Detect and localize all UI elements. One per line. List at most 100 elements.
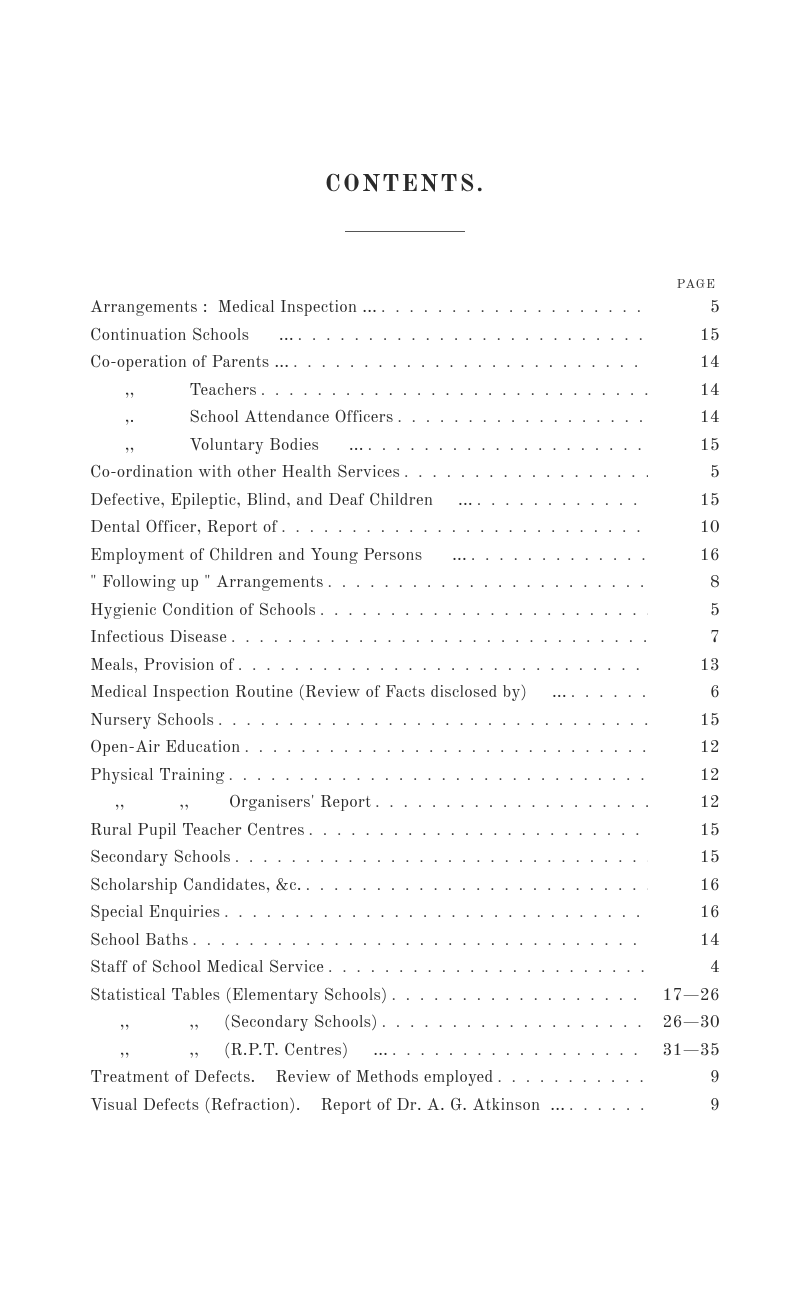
toc-entry-label: Rural Pupil Teacher Centres (90, 823, 305, 840)
toc-entry-page: 15 (648, 493, 720, 510)
toc-leader: ........................................… (257, 384, 648, 399)
toc-entry-label: Open-Air Education (90, 740, 241, 757)
toc-entry-page: 16 (648, 905, 720, 922)
toc-entry-label: Co-operation of Parents ... (90, 355, 289, 372)
toc-entry-page: 31—35 (648, 1043, 720, 1060)
toc-entry-page: 5 (648, 300, 720, 317)
toc-leader: ........................................… (388, 989, 648, 1004)
toc-leader: ........................................… (289, 356, 648, 371)
toc-entry-label: Continuation Schools ... (90, 328, 294, 345)
toc-entry: School Baths............................… (90, 933, 720, 950)
toc-entry: Dental Officer, Report of...............… (90, 520, 720, 537)
toc-leader: ........................................… (377, 301, 648, 316)
title-rule-wrap (90, 218, 720, 238)
toc-leader: ........................................… (567, 686, 648, 701)
toc-entry-label: School Baths (90, 933, 189, 950)
toc-entry: ,, ,, (R.P.T. Centres) .................… (90, 1043, 720, 1060)
toc-entry-label: ,, ,, (Secondary Schools) (90, 1015, 378, 1032)
toc-leader: ........................................… (234, 659, 648, 674)
toc-entry-page: 16 (648, 878, 720, 895)
toc-leader: ........................................… (302, 879, 648, 894)
toc-entry: Medical Inspection Routine (Review of Fa… (90, 685, 720, 702)
toc-entry-page: 15 (648, 713, 720, 730)
toc-entry: Infectious Disease......................… (90, 630, 720, 647)
toc-entry-label: Dental Officer, Report of (90, 520, 277, 537)
toc-entry-label: Statistical Tables (Elementary Schools) (90, 988, 388, 1005)
toc-entry: Employment of Children and Young Persons… (90, 548, 720, 565)
toc-entry-page: 14 (648, 383, 720, 400)
toc-entry-page: 10 (648, 520, 720, 537)
toc-entry-page: 14 (648, 933, 720, 950)
toc-entry-page: 15 (648, 328, 720, 345)
toc-entry: Rural Pupil Teacher Centres.............… (90, 823, 720, 840)
toc-entry-page: 15 (648, 823, 720, 840)
page-title: CONTENTS. (90, 170, 720, 200)
toc-leader: ........................................… (305, 824, 648, 839)
toc-entry-label: ,, ,, Organisers' Report (90, 795, 371, 812)
toc-entry-page: 6 (648, 685, 720, 702)
toc-entry-label: Meals, Provision of (90, 658, 234, 675)
toc-entry-page: 14 (648, 410, 720, 427)
toc-entry-label: Staff of School Medical Service (90, 960, 324, 977)
toc-entry-page: 17—26 (648, 988, 720, 1005)
toc-entry: Co-operation of Parents ................… (90, 355, 720, 372)
toc-entry-label: Hygienic Condition of Schools (90, 603, 316, 620)
toc-leader: ........................................… (493, 1071, 648, 1086)
toc-leader: ........................................… (214, 714, 648, 729)
toc-leader: ........................................… (565, 1099, 648, 1114)
toc-leader: ........................................… (324, 576, 648, 591)
toc-entry: Treatment of Defects. Review of Methods … (90, 1070, 720, 1087)
toc-entry: Open-Air Education......................… (90, 740, 720, 757)
toc-entry: Continuation Schools ...................… (90, 328, 720, 345)
toc-entry-page: 12 (648, 768, 720, 785)
toc-entry: Visual Defects (Refraction). Report of D… (90, 1098, 720, 1115)
toc-leader: ........................................… (400, 466, 648, 481)
toc-entry-label: Scholarship Candidates, &c. (90, 878, 302, 895)
toc-entry-label: Co-ordination with other Health Services (90, 465, 400, 482)
toc-leader: ........................................… (231, 851, 648, 866)
toc-entry-page: 9 (648, 1098, 720, 1115)
toc-entry: ,, ,, (Secondary Schools)...............… (90, 1015, 720, 1032)
toc-entry-label: Medical Inspection Routine (Review of Fa… (90, 685, 567, 702)
toc-leader: ........................................… (227, 631, 648, 646)
toc-entry-label: ,, Voluntary Bodies ... (90, 438, 364, 455)
toc-entry: Physical Training.......................… (90, 768, 720, 785)
toc-entry-page: 5 (648, 465, 720, 482)
toc-entry: Defective, Epileptic, Blind, and Deaf Ch… (90, 493, 720, 510)
toc-entry-label: Treatment of Defects. Review of Methods … (90, 1070, 493, 1087)
toc-leader: ........................................… (316, 604, 648, 619)
toc-entry-label: " Following up " Arrangements (90, 575, 324, 592)
toc-leader: ........................................… (393, 411, 648, 426)
toc-entry: ,. School Attendance Officers...........… (90, 410, 720, 427)
toc-entry-page: 5 (648, 603, 720, 620)
toc-entry-page: 14 (648, 355, 720, 372)
toc-entry: Meals, Provision of.....................… (90, 658, 720, 675)
toc-entry: " Following up " Arrangements...........… (90, 575, 720, 592)
toc-entry: ,, Teachers.............................… (90, 383, 720, 400)
toc-leader: ........................................… (388, 1044, 648, 1059)
toc-entry-page: 4 (648, 960, 720, 977)
toc-entry-label: Secondary Schools (90, 850, 231, 867)
toc-entry-label: ,, ,, (R.P.T. Centres) ... (90, 1043, 388, 1060)
toc-leader: ........................................… (473, 494, 648, 509)
toc-entry-label: Special Enquiries (90, 905, 220, 922)
toc-entry-label: ,, Teachers (90, 383, 257, 400)
toc-entry: Special Enquiries.......................… (90, 905, 720, 922)
toc-entry-label: Physical Training (90, 768, 225, 785)
toc-entry-page: 7 (648, 630, 720, 647)
toc-entry: ,, ,, Organisers' Report................… (90, 795, 720, 812)
toc-entry-page: 26—30 (648, 1015, 720, 1032)
toc-entry-page: 15 (648, 438, 720, 455)
toc-leader: ........................................… (467, 549, 648, 564)
toc-leader: ........................................… (294, 329, 648, 344)
toc-leader: ........................................… (371, 796, 648, 811)
page-column-label: PAGE (90, 278, 720, 294)
toc-entry: Hygienic Condition of Schools...........… (90, 603, 720, 620)
toc-entry-label: Visual Defects (Refraction). Report of D… (90, 1098, 565, 1115)
toc-entry-page: 8 (648, 575, 720, 592)
toc-entry-page: 12 (648, 795, 720, 812)
toc-entry: Arrangements : Medical Inspection ......… (90, 300, 720, 317)
toc-entry-page: 16 (648, 548, 720, 565)
toc-leader: ........................................… (225, 769, 648, 784)
toc-entry: Statistical Tables (Elementary Schools).… (90, 988, 720, 1005)
